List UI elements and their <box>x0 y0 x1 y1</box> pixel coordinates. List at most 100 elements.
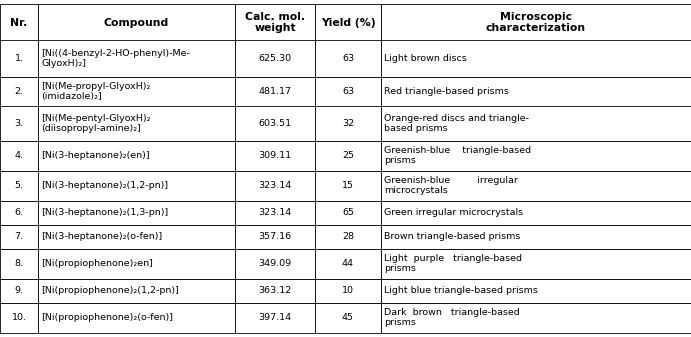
Bar <box>235 106 315 141</box>
Text: [Ni(3-heptanone)₂(1,3-pn)]: [Ni(3-heptanone)₂(1,3-pn)] <box>41 208 168 217</box>
Text: [Ni(3-heptanone)₂(1,2-pn)]: [Ni(3-heptanone)₂(1,2-pn)] <box>41 181 168 190</box>
Text: 8.: 8. <box>15 259 23 268</box>
Text: Microscopic
characterization: Microscopic characterization <box>486 12 586 33</box>
Text: 397.14: 397.14 <box>258 313 292 322</box>
Text: 323.14: 323.14 <box>258 181 292 190</box>
Text: Greenish-blue    triangle-based
prisms: Greenish-blue triangle-based prisms <box>384 146 531 165</box>
Text: 10.: 10. <box>12 313 26 322</box>
Bar <box>381 4 691 40</box>
Bar <box>381 201 691 224</box>
Text: Red triangle-based prisms: Red triangle-based prisms <box>384 87 509 96</box>
Bar <box>381 76 691 106</box>
Bar <box>315 171 381 201</box>
Bar <box>315 106 381 141</box>
Bar <box>0 106 38 141</box>
Bar <box>381 171 691 201</box>
Bar <box>381 224 691 248</box>
Bar <box>235 76 315 106</box>
Bar <box>0 303 38 333</box>
Bar <box>0 4 38 40</box>
Text: 481.17: 481.17 <box>258 87 292 96</box>
Bar <box>38 141 235 171</box>
Text: 25: 25 <box>342 151 354 160</box>
Text: 7.: 7. <box>15 232 23 241</box>
Text: 63: 63 <box>342 54 354 63</box>
Bar <box>235 4 315 40</box>
Text: 3.: 3. <box>15 119 23 128</box>
Bar <box>38 76 235 106</box>
Bar <box>381 248 691 278</box>
Text: Nr.: Nr. <box>10 18 28 28</box>
Bar <box>38 248 235 278</box>
Text: Greenish-blue         irregular
microcrystals: Greenish-blue irregular microcrystals <box>384 176 518 195</box>
Bar <box>0 141 38 171</box>
Bar <box>235 224 315 248</box>
Bar <box>235 201 315 224</box>
Bar <box>315 201 381 224</box>
Text: 44: 44 <box>342 259 354 268</box>
Text: Calc. mol.
weight: Calc. mol. weight <box>245 12 305 33</box>
Text: 4.: 4. <box>15 151 23 160</box>
Text: 1.: 1. <box>15 54 23 63</box>
Text: 2.: 2. <box>15 87 23 96</box>
Text: 28: 28 <box>342 232 354 241</box>
Text: 5.: 5. <box>15 181 23 190</box>
Bar <box>38 40 235 76</box>
Text: [Ni(Me-pentyl-GlyoxH)₂
(diisopropyl-amine)₂]: [Ni(Me-pentyl-GlyoxH)₂ (diisopropyl-amin… <box>41 114 151 133</box>
Text: [Ni(3-heptanone)₂(o-fen)]: [Ni(3-heptanone)₂(o-fen)] <box>41 232 162 241</box>
Text: 45: 45 <box>342 313 354 322</box>
Bar <box>315 224 381 248</box>
Text: 357.16: 357.16 <box>258 232 292 241</box>
Bar <box>315 303 381 333</box>
Text: 6.: 6. <box>15 208 23 217</box>
Bar <box>381 303 691 333</box>
Bar <box>381 141 691 171</box>
Text: 349.09: 349.09 <box>258 259 292 268</box>
Text: [Ni((4-benzyl-2-HO-phenyl)-Me-
GlyoxH)₂]: [Ni((4-benzyl-2-HO-phenyl)-Me- GlyoxH)₂] <box>41 49 190 68</box>
Bar <box>0 76 38 106</box>
Text: 10: 10 <box>342 286 354 295</box>
Bar <box>0 201 38 224</box>
Bar <box>38 224 235 248</box>
Bar <box>0 248 38 278</box>
Text: 9.: 9. <box>15 286 23 295</box>
Bar <box>0 40 38 76</box>
Bar <box>315 248 381 278</box>
Text: 32: 32 <box>342 119 354 128</box>
Bar <box>38 171 235 201</box>
Bar <box>315 76 381 106</box>
Bar <box>315 141 381 171</box>
Text: Brown triangle-based prisms: Brown triangle-based prisms <box>384 232 520 241</box>
Text: [Ni(propiophenone)₂(1,2-pn)]: [Ni(propiophenone)₂(1,2-pn)] <box>41 286 179 295</box>
Text: Green irregular microcrystals: Green irregular microcrystals <box>384 208 523 217</box>
Text: Orange-red discs and triangle-
based prisms: Orange-red discs and triangle- based pri… <box>384 114 529 133</box>
Text: 625.30: 625.30 <box>258 54 292 63</box>
Bar <box>38 278 235 303</box>
Text: [Ni(3-heptanone)₂(en)]: [Ni(3-heptanone)₂(en)] <box>41 151 150 160</box>
Bar <box>38 303 235 333</box>
Text: 603.51: 603.51 <box>258 119 292 128</box>
Bar <box>38 106 235 141</box>
Bar <box>235 278 315 303</box>
Bar <box>315 278 381 303</box>
Text: Light blue triangle-based prisms: Light blue triangle-based prisms <box>384 286 538 295</box>
Bar <box>381 278 691 303</box>
Text: [Ni(propiophenone)₂en]: [Ni(propiophenone)₂en] <box>41 259 153 268</box>
Text: Light brown discs: Light brown discs <box>384 54 466 63</box>
Bar <box>235 40 315 76</box>
Bar <box>235 171 315 201</box>
Bar <box>381 106 691 141</box>
Text: Compound: Compound <box>104 18 169 28</box>
Bar <box>38 4 235 40</box>
Text: [Ni(Me-propyl-GlyoxH)₂
(imidazole)₂]: [Ni(Me-propyl-GlyoxH)₂ (imidazole)₂] <box>41 82 151 101</box>
Text: [Ni(propiophenone)₂(o-fen)]: [Ni(propiophenone)₂(o-fen)] <box>41 313 173 322</box>
Text: Dark  brown   triangle-based
prisms: Dark brown triangle-based prisms <box>384 308 520 327</box>
Bar <box>0 171 38 201</box>
Text: 15: 15 <box>342 181 354 190</box>
Bar <box>235 141 315 171</box>
Bar <box>235 248 315 278</box>
Text: Light  purple   triangle-based
prisms: Light purple triangle-based prisms <box>384 254 522 273</box>
Bar <box>38 201 235 224</box>
Text: 323.14: 323.14 <box>258 208 292 217</box>
Bar <box>315 4 381 40</box>
